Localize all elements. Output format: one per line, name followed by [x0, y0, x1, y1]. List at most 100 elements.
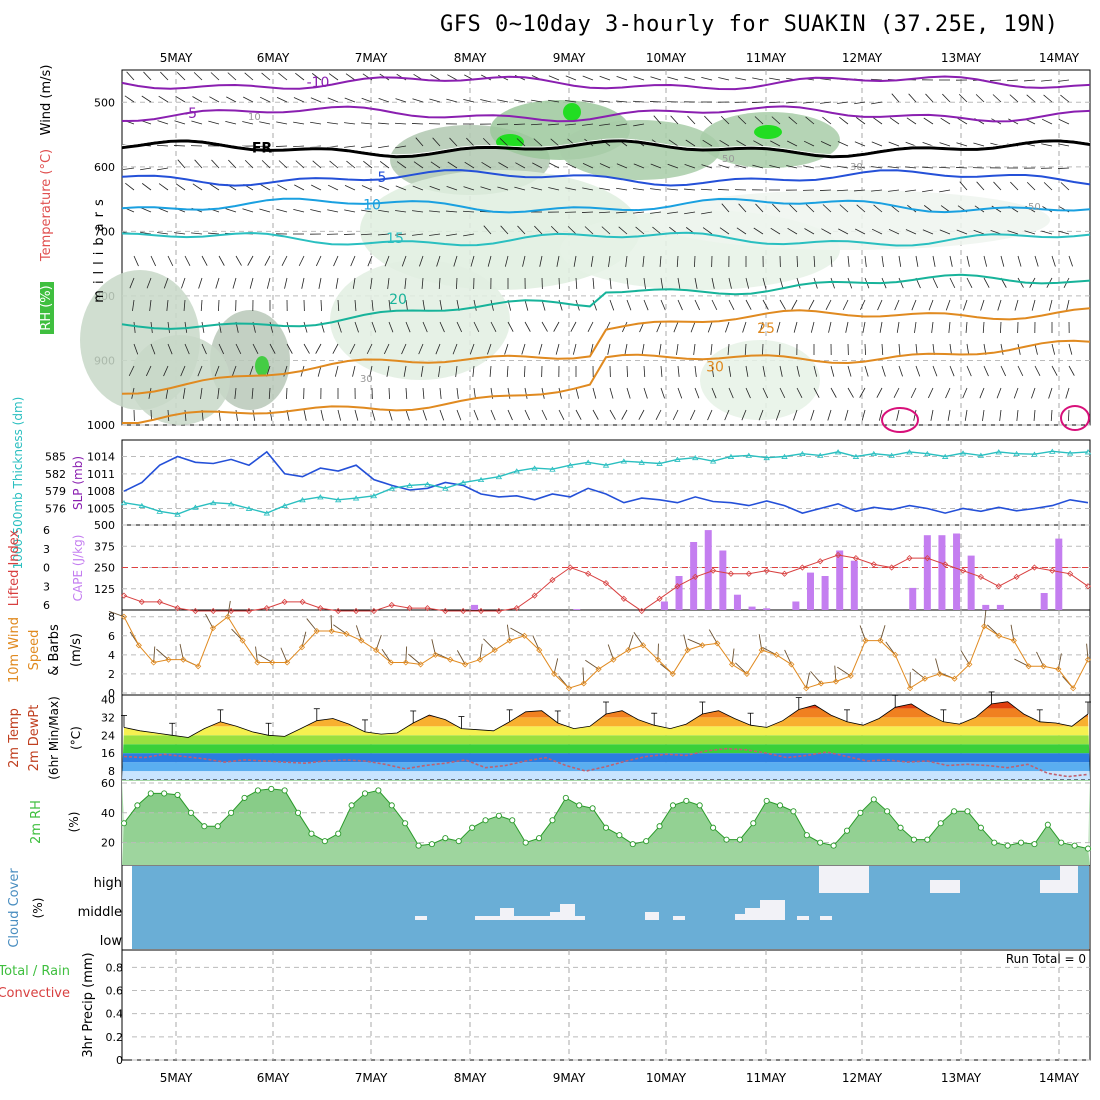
wind-barb	[873, 204, 883, 213]
wind-barb	[295, 72, 305, 81]
wind-barb	[687, 638, 703, 646]
lifted-index-marker	[513, 605, 520, 612]
wind-barb	[690, 321, 696, 333]
lifted-index-marker	[692, 573, 699, 580]
wind-barb	[548, 123, 560, 126]
wind-speed-marker	[773, 651, 780, 658]
thickness-marker	[459, 479, 467, 485]
cloud-axis-label: (%)	[31, 898, 45, 919]
wind-barb	[762, 299, 769, 310]
wind-barb	[1041, 230, 1053, 235]
wind-speed-marker	[610, 656, 617, 663]
cape-bar	[471, 604, 479, 610]
thickness-marker	[584, 459, 592, 465]
wind-tick: 6	[108, 630, 115, 643]
wind-barb	[808, 299, 815, 310]
wind-barb	[1000, 343, 1004, 355]
wind-barb	[1048, 299, 1053, 311]
wind-barb	[914, 321, 917, 333]
wind-barb	[769, 77, 781, 81]
wind-barb	[360, 233, 373, 236]
cape-bar	[806, 572, 814, 610]
wind-barb	[616, 123, 628, 127]
wind-barb	[687, 115, 696, 125]
wind-barb	[922, 142, 934, 147]
wind-barb	[438, 277, 441, 290]
date-label-bottom: 12MAY	[842, 1071, 883, 1085]
precip-legend-convective: Convective	[0, 986, 70, 1001]
wind-barb	[708, 629, 718, 644]
rh-marker	[910, 836, 917, 843]
wind-barb	[565, 162, 577, 169]
thickness-marker	[799, 450, 806, 457]
rh-marker	[656, 823, 663, 830]
rh-marker	[321, 838, 328, 845]
wind-barb	[787, 227, 798, 235]
wind-barb	[581, 211, 594, 213]
wind-barb	[227, 72, 237, 81]
cape-tick: 375	[94, 540, 115, 553]
wind-barb	[286, 387, 288, 400]
wind-barb	[656, 321, 662, 333]
wind-barb	[507, 387, 511, 399]
wind-barb	[378, 145, 390, 149]
wind-barb	[618, 226, 628, 235]
wind-barb	[752, 77, 764, 81]
wind-barb	[205, 613, 214, 629]
wind-barb	[317, 365, 322, 377]
wind-speed-marker	[669, 670, 676, 677]
wind-barb	[489, 365, 492, 377]
wind-barb	[1010, 181, 1019, 191]
wind-speed-marker	[906, 685, 914, 692]
contour-label: 30	[706, 360, 724, 376]
wind-barb	[906, 117, 917, 125]
wind-barb	[592, 409, 599, 420]
wind-barb	[183, 299, 186, 311]
wind-barb	[788, 116, 798, 125]
wind-barb	[225, 120, 237, 125]
thickness-marker	[620, 458, 628, 464]
wind-barb	[660, 277, 664, 289]
rh-marker	[602, 824, 610, 831]
thickness-marker	[692, 454, 699, 461]
cloud-cell	[820, 916, 832, 920]
wind-barb	[473, 387, 476, 399]
wind-barb	[922, 189, 934, 193]
wind-barb	[513, 123, 526, 125]
wind-barb	[1051, 255, 1056, 267]
wind-barb	[452, 343, 458, 355]
wind-barb	[232, 277, 237, 289]
wind-barb	[150, 255, 157, 267]
wind-barb	[575, 387, 580, 399]
wind-barb	[1041, 79, 1053, 82]
wind-barb	[762, 343, 764, 356]
wind-barb	[660, 387, 665, 399]
thickness-axis-label: 1000-500mb Thickness (dm)	[11, 397, 25, 570]
wind-barb	[396, 161, 407, 169]
wind-barb	[719, 139, 730, 147]
temp-axis-label: 2m DewPt	[27, 705, 42, 772]
wind-legend-label: Wind (m/s)	[39, 65, 54, 136]
wind-barb	[158, 183, 169, 191]
wind-barb	[315, 343, 322, 354]
wind-barb	[896, 321, 900, 333]
wind-barb	[235, 409, 238, 421]
lifted-index-marker	[585, 570, 592, 577]
wind-barb	[1043, 94, 1053, 103]
wind-barb	[601, 226, 611, 235]
wind-barb	[861, 409, 866, 421]
temperature-legend-label: Temperature (°C)	[39, 149, 54, 262]
lifted-index-marker	[1031, 564, 1038, 571]
thickness-marker	[852, 453, 860, 459]
wind-speed-marker	[417, 661, 424, 668]
slp-tick: 1014	[87, 451, 115, 464]
thickness-marker	[442, 485, 449, 491]
wind-barb	[150, 343, 156, 355]
wind-barb	[436, 255, 441, 267]
wind-barb	[609, 277, 612, 289]
thickness-marker	[174, 511, 181, 517]
thickness-marker	[245, 505, 253, 511]
wind-barb	[558, 387, 562, 399]
contour-label: 25	[757, 321, 775, 337]
wind-barb	[1014, 658, 1029, 667]
